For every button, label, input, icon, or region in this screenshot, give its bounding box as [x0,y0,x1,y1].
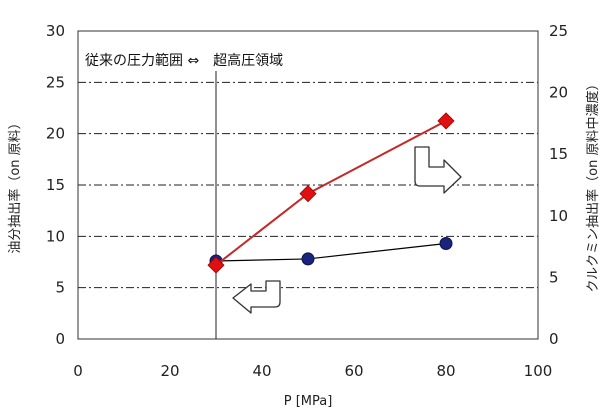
y-left-tick-label: 5 [55,279,65,297]
y-left-tick-label: 0 [55,330,65,348]
grid-lines [78,81,538,289]
x-tick-label: 80 [436,362,455,380]
diamond-marker [437,112,455,130]
x-tick-labels: 0 20 40 60 80 100 [73,362,552,380]
y-right-tick-label: 5 [549,268,559,286]
series-layer [207,112,455,274]
y-right-tick-label: 25 [549,22,568,40]
diamond-marker [207,256,225,274]
x-tick-label: 0 [73,362,83,380]
y-right-tick-label: 0 [549,330,559,348]
x-tick-label: 20 [160,362,179,380]
diamond-marker [299,185,317,203]
left-pointing-arrow [232,280,281,314]
circle-marker [439,237,453,251]
y-left-tick-label: 10 [46,227,65,245]
y-right-tick-label: 10 [549,207,568,225]
y-left-tick-label: 20 [46,125,65,143]
y-right-tick-labels: 0 5 10 15 20 25 [549,22,568,348]
right-pointing-arrow [414,146,462,194]
y-left-tick-label: 25 [46,73,65,91]
y-right-axis-title: クルクミン抽出率（on 原料中濃度） [585,78,601,293]
y-left-tick-label: 30 [46,22,65,40]
y-right-tick-label: 20 [549,84,568,102]
y-left-tick-label: 15 [46,176,65,194]
circle-marker [301,252,315,266]
y-right-tick-label: 15 [549,145,568,163]
pressure-range-annotation: 従来の圧力範囲 ⇔ 超高圧領域 [85,52,283,69]
x-tick-label: 60 [344,362,363,380]
arrow-layer [232,146,462,314]
y-left-tick-labels: 0 5 10 15 20 25 30 [46,22,65,348]
x-axis-title: P [MPa] [284,394,333,409]
x-tick-label: 100 [524,362,553,380]
x-tick-label: 40 [252,362,271,380]
y-left-axis-title: 油分抽出率（on 原料） [7,116,23,253]
